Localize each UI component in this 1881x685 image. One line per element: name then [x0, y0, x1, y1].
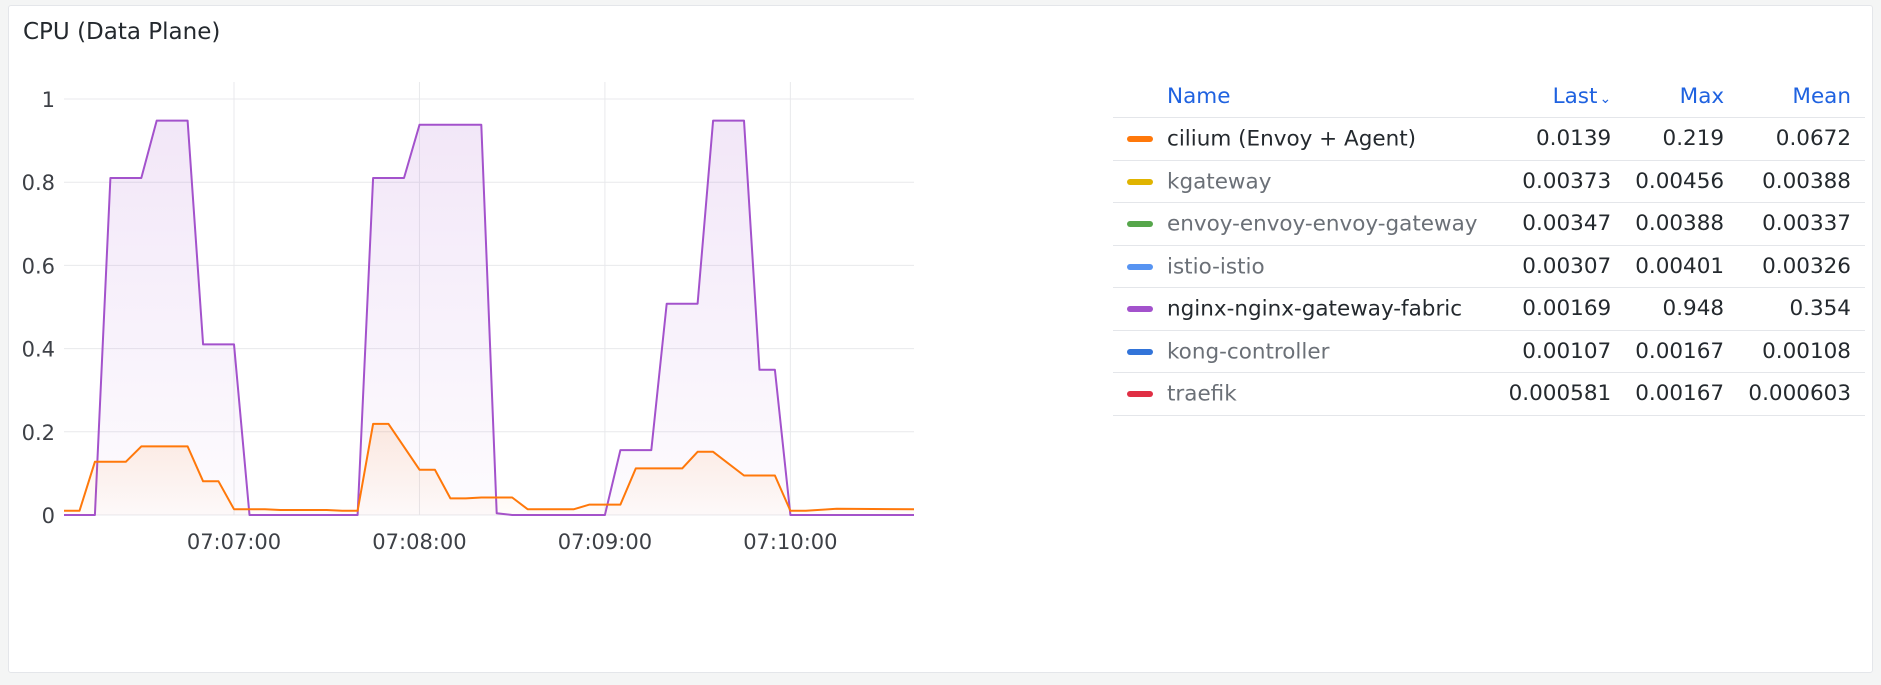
legend-max-value: 0.219: [1625, 117, 1739, 161]
panel-title[interactable]: CPU (Data Plane): [23, 19, 221, 45]
legend-row[interactable]: traefik 0.000581 0.00167 0.000603: [1113, 372, 1865, 416]
y-tick-label: 1: [42, 88, 55, 112]
legend-row[interactable]: envoy-envoy-envoy-gateway 0.00347 0.00388 0…: [1113, 202, 1865, 246]
legend-series-name: nginx-nginx-gateway-fabric: [1167, 296, 1463, 322]
legend-max-value: 0.948: [1625, 287, 1739, 331]
chevron-down-icon: ⌄: [1599, 91, 1612, 107]
series-color-swatch[interactable]: [1127, 263, 1153, 270]
y-tick-label: 0.6: [22, 254, 55, 278]
legend-series-cell[interactable]: kgateway: [1113, 160, 1499, 203]
y-tick-label: 0.4: [22, 338, 55, 362]
series-line[interactable]: [64, 422, 915, 512]
legend-last-value: 0.00347: [1498, 202, 1626, 246]
legend-last-value: 0.00307: [1498, 245, 1626, 288]
legend-rows: cilium (Envoy + Agent) 0.0139 0.219 0.0672 k…: [1113, 117, 1865, 416]
legend-header-last-label: Last: [1552, 84, 1598, 109]
x-tick-label: 07:09:00: [558, 530, 652, 554]
x-tick-label: 07:10:00: [743, 530, 837, 554]
x-tick-label: 07:07:00: [187, 530, 281, 554]
legend-series-cell[interactable]: envoy-envoy-envoy-gateway: [1113, 202, 1499, 246]
legend-last-value: 0.00373: [1498, 160, 1626, 203]
legend-max-value: 0.00456: [1625, 160, 1739, 203]
series-area-fill: [64, 120, 914, 515]
legend-header-max[interactable]: Max: [1625, 76, 1739, 118]
legend-max-value: 0.00167: [1625, 372, 1739, 416]
legend-series-name: envoy-envoy-envoy-gateway: [1167, 211, 1478, 237]
legend-series-name: kgateway: [1167, 169, 1272, 194]
legend-header-row: Name Last ⌄ Max Mean: [1113, 76, 1865, 118]
legend-row[interactable]: cilium (Envoy + Agent) 0.0139 0.219 0.0672: [1113, 117, 1865, 161]
series-color-swatch[interactable]: [1127, 306, 1153, 312]
legend-series-cell[interactable]: istio-istio: [1113, 245, 1499, 288]
legend-mean-value: 0.00326: [1738, 245, 1865, 288]
legend-row[interactable]: istio-istio 0.00307 0.00401 0.00326: [1113, 245, 1865, 288]
legend-series-name: istio-istio: [1167, 254, 1265, 279]
legend-max-value: 0.00167: [1625, 330, 1739, 373]
legend-mean-value: 0.354: [1738, 287, 1865, 331]
legend-row[interactable]: nginx-nginx-gateway-fabric 0.00169 0.948 0.…: [1113, 287, 1865, 331]
legend-series-name: traefik: [1167, 381, 1237, 407]
legend-row[interactable]: kgateway 0.00373 0.00456 0.00388: [1113, 160, 1865, 203]
y-tick-label: 0.8: [22, 171, 55, 195]
legend-max-value: 0.00388: [1625, 202, 1739, 246]
series-color-swatch[interactable]: [1127, 178, 1153, 185]
series-color-swatch[interactable]: [1127, 348, 1153, 355]
cpu-line-chart: 0 0.2 0.4 0.6 0.8 1 07:07:00 07:08:00 07:09:00 07…: [22, 82, 915, 554]
y-tick-label: 0: [42, 504, 55, 528]
legend-mean-value: 0.00388: [1738, 160, 1865, 203]
axis-labels: 0 0.2 0.4 0.6 0.8 1 07:07:00 07:08:00 07:09:00 07…: [22, 88, 838, 554]
legend-row[interactable]: kong-controller 0.00107 0.00167 0.00108: [1113, 330, 1865, 373]
legend-header-mean[interactable]: Mean: [1738, 76, 1865, 118]
legend-last-value: 0.00107: [1498, 330, 1626, 373]
series-color-swatch[interactable]: [1127, 221, 1153, 227]
legend-series-name: cilium (Envoy + Agent): [1167, 126, 1417, 152]
series-area-fill: [64, 423, 914, 515]
legend-mean-value: 0.000603: [1738, 372, 1865, 416]
legend-series-cell[interactable]: traefik: [1113, 372, 1499, 416]
y-tick-label: 0.2: [22, 421, 55, 445]
series-layer: [64, 119, 915, 516]
x-tick-label: 07:08:00: [372, 530, 466, 554]
legend-last-value: 0.000581: [1498, 372, 1626, 416]
legend-last-value: 0.0139: [1498, 117, 1626, 161]
legend-series-cell[interactable]: nginx-nginx-gateway-fabric: [1113, 287, 1499, 331]
legend-last-value: 0.00169: [1498, 287, 1626, 331]
legend-series-name: kong-controller: [1167, 339, 1330, 364]
legend-header-last[interactable]: Last ⌄: [1498, 76, 1626, 118]
legend-mean-value: 0.00337: [1738, 202, 1865, 246]
chart-panel: CPU (Data Plane) 0 0.2 0.4 0.6 0.8 1 07:07:00 0…: [8, 5, 1873, 673]
series-color-swatch[interactable]: [1127, 136, 1153, 142]
series-line[interactable]: [64, 119, 914, 516]
series-color-swatch[interactable]: [1127, 391, 1153, 397]
legend-mean-value: 0.0672: [1738, 117, 1865, 161]
legend-header-name[interactable]: Name: [1113, 76, 1499, 118]
legend-mean-value: 0.00108: [1738, 330, 1865, 373]
legend-series-cell[interactable]: cilium (Envoy + Agent): [1113, 117, 1499, 161]
legend-table: Name Last ⌄ Max Mean cilium (Envoy + Agen…: [1113, 76, 1865, 416]
legend-max-value: 0.00401: [1625, 245, 1739, 288]
legend-series-cell[interactable]: kong-controller: [1113, 330, 1499, 373]
